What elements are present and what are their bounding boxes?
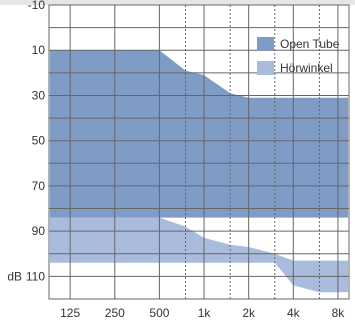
plot-frame: [48, 4, 350, 300]
y-tick-label: -10: [28, 0, 46, 12]
y-tick-label: 50: [32, 134, 46, 148]
x-tick-label: 2k: [242, 306, 256, 320]
legend: Open Tube Hörwinkel: [257, 37, 340, 75]
top-band: [0, 0, 355, 5]
x-tick-label: 4k: [287, 306, 301, 320]
x-tick-label: 250: [105, 306, 125, 320]
series-areas: [50, 50, 348, 293]
legend-swatch: [257, 37, 274, 51]
y-tick-labels: -10 10 30 50 70 90 110 dB: [7, 0, 45, 283]
series-area-0: [50, 50, 348, 218]
x-tick-label: 8k: [332, 306, 346, 320]
y-tick-label: 90: [32, 224, 46, 238]
y-axis-unit: dB: [7, 269, 22, 283]
legend-swatch: [257, 61, 274, 75]
y-tick-label: 70: [32, 179, 46, 193]
y-tick-label: 30: [32, 88, 46, 102]
x-tick-label: 1k: [198, 306, 212, 320]
y-tick-label: 110: [26, 269, 45, 283]
series-area-1: [50, 217, 348, 293]
x-tick-labels: 125 250 500 1k 2k 4k 8k: [60, 306, 345, 320]
x-tick-label: 125: [60, 306, 80, 320]
x-tick-label: 500: [149, 306, 169, 320]
legend-label: Open Tube: [280, 37, 340, 51]
y-tick-label: 10: [32, 43, 46, 57]
legend-label: Hörwinkel: [280, 61, 333, 75]
